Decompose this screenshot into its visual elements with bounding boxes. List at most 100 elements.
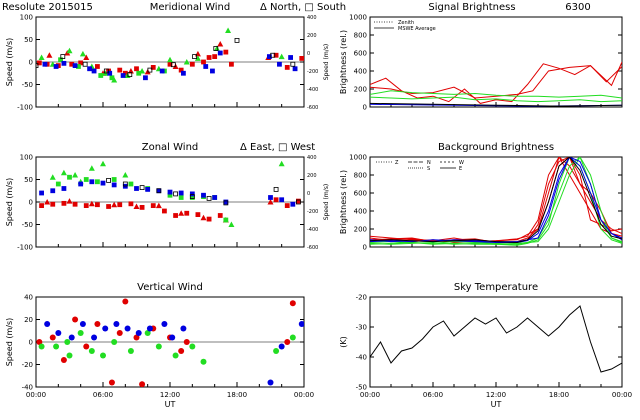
- x-tick-label: 18:00: [549, 391, 569, 399]
- y-tick-label: 400: [354, 68, 367, 76]
- data-point: [145, 186, 151, 192]
- y-tick-label: 800: [354, 172, 367, 180]
- data-point: [189, 343, 196, 350]
- y-tick-label: 20: [24, 316, 33, 324]
- x-tick-label: 00:00: [294, 391, 314, 399]
- data-point: [88, 165, 95, 171]
- y2-tick-label: -200: [307, 209, 318, 215]
- data-point: [284, 65, 290, 70]
- data-point: [162, 208, 167, 214]
- data-point: [113, 321, 120, 327]
- data-point: [66, 47, 73, 54]
- data-point: [217, 41, 224, 47]
- y-tick-label: 0: [29, 199, 33, 207]
- data-point: [284, 339, 291, 345]
- y-tick-label: -50: [356, 384, 367, 392]
- data-point: [128, 181, 134, 187]
- data-point: [127, 68, 134, 74]
- y-axis-label: Speed (m/s): [5, 318, 14, 367]
- data-point: [109, 75, 115, 81]
- data-point: [116, 330, 123, 336]
- y-axis-label: Speed (m/s): [5, 178, 14, 227]
- data-point: [87, 66, 92, 72]
- y-tick-label: 40: [24, 294, 33, 302]
- data-point: [299, 56, 304, 61]
- y2-tick-label: -400: [307, 87, 318, 93]
- data-point: [278, 343, 285, 350]
- data-point: [156, 188, 162, 194]
- data-point: [143, 75, 148, 81]
- data-point: [206, 195, 212, 201]
- data-point: [106, 204, 111, 209]
- data-point: [39, 190, 44, 196]
- data-point: [122, 181, 128, 187]
- data-point: [267, 379, 274, 386]
- plot-area: [370, 157, 622, 246]
- data-point: [298, 321, 304, 327]
- data-point: [127, 72, 133, 77]
- data-point: [200, 214, 207, 221]
- data-point: [44, 321, 51, 327]
- chart-title: Vertical Wind: [137, 282, 203, 293]
- x-tick-label: 06:00: [93, 391, 113, 399]
- y-tick-label: 200: [354, 86, 367, 94]
- y-tick-label: 100: [20, 14, 33, 22]
- data-point: [212, 195, 218, 200]
- data-point: [225, 27, 232, 33]
- data-point: [189, 191, 195, 197]
- data-point: [72, 63, 78, 68]
- plot-frame: [369, 296, 623, 388]
- data-point: [178, 190, 184, 196]
- y-tick-label: -50: [22, 81, 33, 89]
- legend-label: W: [459, 160, 464, 166]
- data-point: [83, 343, 90, 350]
- data-point: [66, 198, 73, 204]
- data-point: [79, 321, 86, 327]
- data-point: [167, 56, 173, 63]
- y-tick-label: 0: [29, 339, 33, 347]
- y-axis-label: Speed (m/s): [5, 38, 14, 87]
- data-point: [195, 212, 201, 218]
- y-axis-label: Brightness (rel.): [339, 170, 348, 234]
- legend-label: N: [427, 160, 431, 166]
- y-tick-label: 100: [20, 154, 33, 162]
- data-point: [170, 62, 176, 68]
- y2-tick-label: 0: [307, 51, 310, 57]
- data-point: [117, 67, 123, 73]
- plot-area: [39, 160, 301, 227]
- legend-label: E: [459, 166, 462, 172]
- data-point: [288, 55, 294, 60]
- data-point: [128, 201, 134, 207]
- data-point: [53, 64, 59, 69]
- y2-tick-label: 200: [307, 33, 317, 39]
- data-point: [206, 55, 212, 60]
- data-point: [234, 38, 240, 43]
- data-point: [72, 172, 79, 178]
- y2-axis-label: Speed (m/s): [323, 44, 330, 80]
- data-point: [273, 348, 280, 354]
- y2-tick-label: 400: [307, 155, 317, 161]
- data-point: [98, 73, 104, 78]
- data-point: [139, 204, 145, 210]
- x-tick-label: 18:00: [227, 391, 247, 399]
- data-point: [289, 300, 296, 307]
- data-point: [133, 203, 140, 209]
- data-point: [189, 61, 195, 67]
- data-point: [38, 54, 45, 60]
- data-point: [61, 60, 67, 66]
- chart-title: Zonal Wind: [142, 142, 199, 153]
- series-line: [370, 305, 622, 373]
- plot-area: [36, 27, 304, 83]
- data-point: [36, 339, 43, 345]
- data-point: [201, 59, 206, 65]
- data-point: [134, 186, 139, 191]
- data-point: [39, 203, 44, 209]
- data-point: [49, 334, 56, 341]
- data-point: [135, 330, 142, 336]
- chart-legend-text: Δ North, □ South: [260, 2, 346, 13]
- data-point: [180, 325, 187, 332]
- data-point: [146, 325, 153, 332]
- data-point: [139, 381, 146, 387]
- data-point: [289, 334, 296, 341]
- chart-subtitle: 6300: [565, 2, 590, 13]
